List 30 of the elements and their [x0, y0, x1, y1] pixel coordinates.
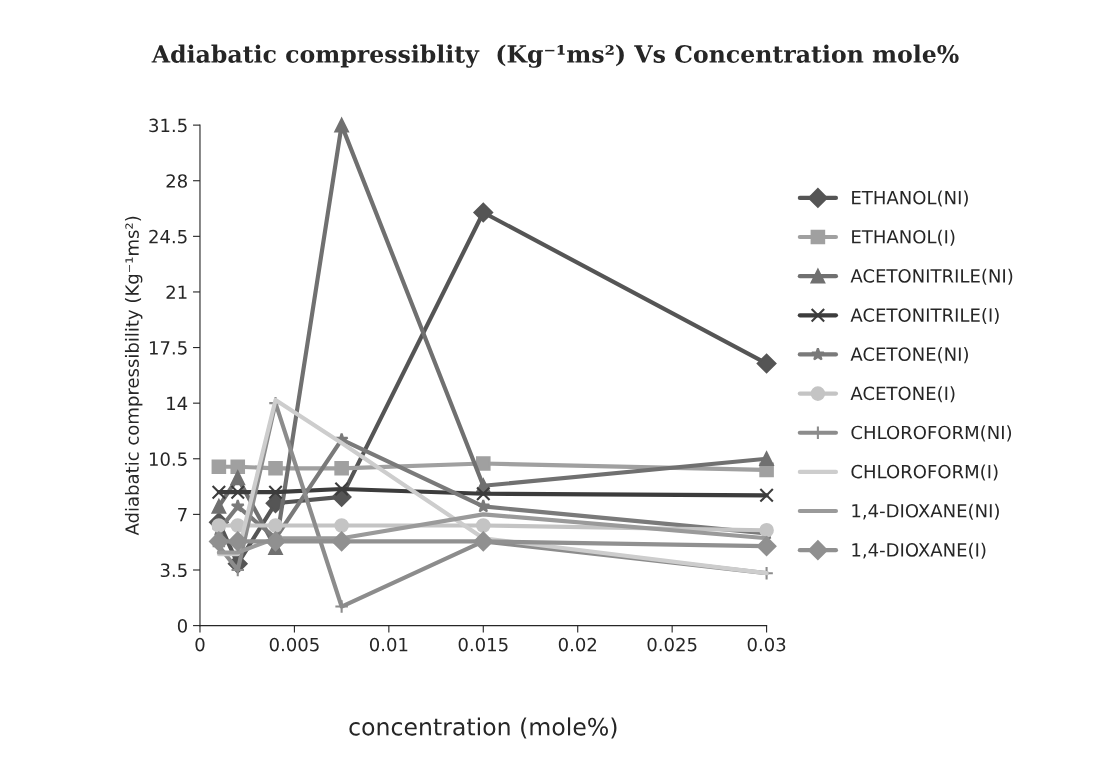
legend-label: CHLOROFORM(NI) [851, 425, 1012, 442]
legend-label: 1,4-DIOXANE(I) [852, 542, 986, 559]
x-tick-label: 0.015 [458, 637, 508, 652]
x-tick-label: 0.03 [747, 637, 786, 652]
legend-label: ACETONE(NI) [850, 347, 968, 364]
y-tick-label: 21 [166, 285, 187, 299]
legend-label: CHLOROFORM(I) [851, 464, 998, 481]
y-tick-label: 0 [177, 619, 187, 633]
y-tick-label: 7 [178, 508, 187, 522]
x-tick-label: 0.005 [269, 637, 319, 652]
y-axis-title: Adiabatic compressibility (Kg⁻¹ms²) [124, 216, 143, 536]
y-tick-label: 17.5 [149, 341, 187, 355]
y-tick-label: 24.5 [149, 229, 187, 244]
legend-label: ACETONITRILE(I) [850, 307, 999, 325]
y-tick-label: 31.5 [149, 118, 187, 133]
legend-label: ACETONITRILE(NI) [850, 268, 1013, 285]
x-tick-label: 0 [195, 637, 205, 652]
x-tick-label: 0.025 [647, 637, 697, 652]
chart-title: Adiabatic compressiblity (Kg⁻¹ms²) Vs Concentration mole% [151, 44, 959, 68]
y-tick-label: 3.5 [160, 563, 187, 578]
legend-label: ETHANOL(I) [852, 229, 955, 246]
y-tick-label: 14 [167, 396, 188, 411]
x-tick-label: 0.02 [558, 637, 597, 652]
legend-label: ACETONE(I) [850, 386, 955, 403]
legend-label: 1,4-DIOXANE(NI) [852, 503, 999, 520]
y-tick-label: 10.5 [149, 452, 187, 466]
x-axis-title: concentration (mole%) [349, 717, 617, 739]
x-tick-label: 0.01 [369, 637, 408, 652]
y-tick-label: 28 [166, 174, 187, 188]
legend-label: ETHANOL(NI) [852, 190, 968, 207]
